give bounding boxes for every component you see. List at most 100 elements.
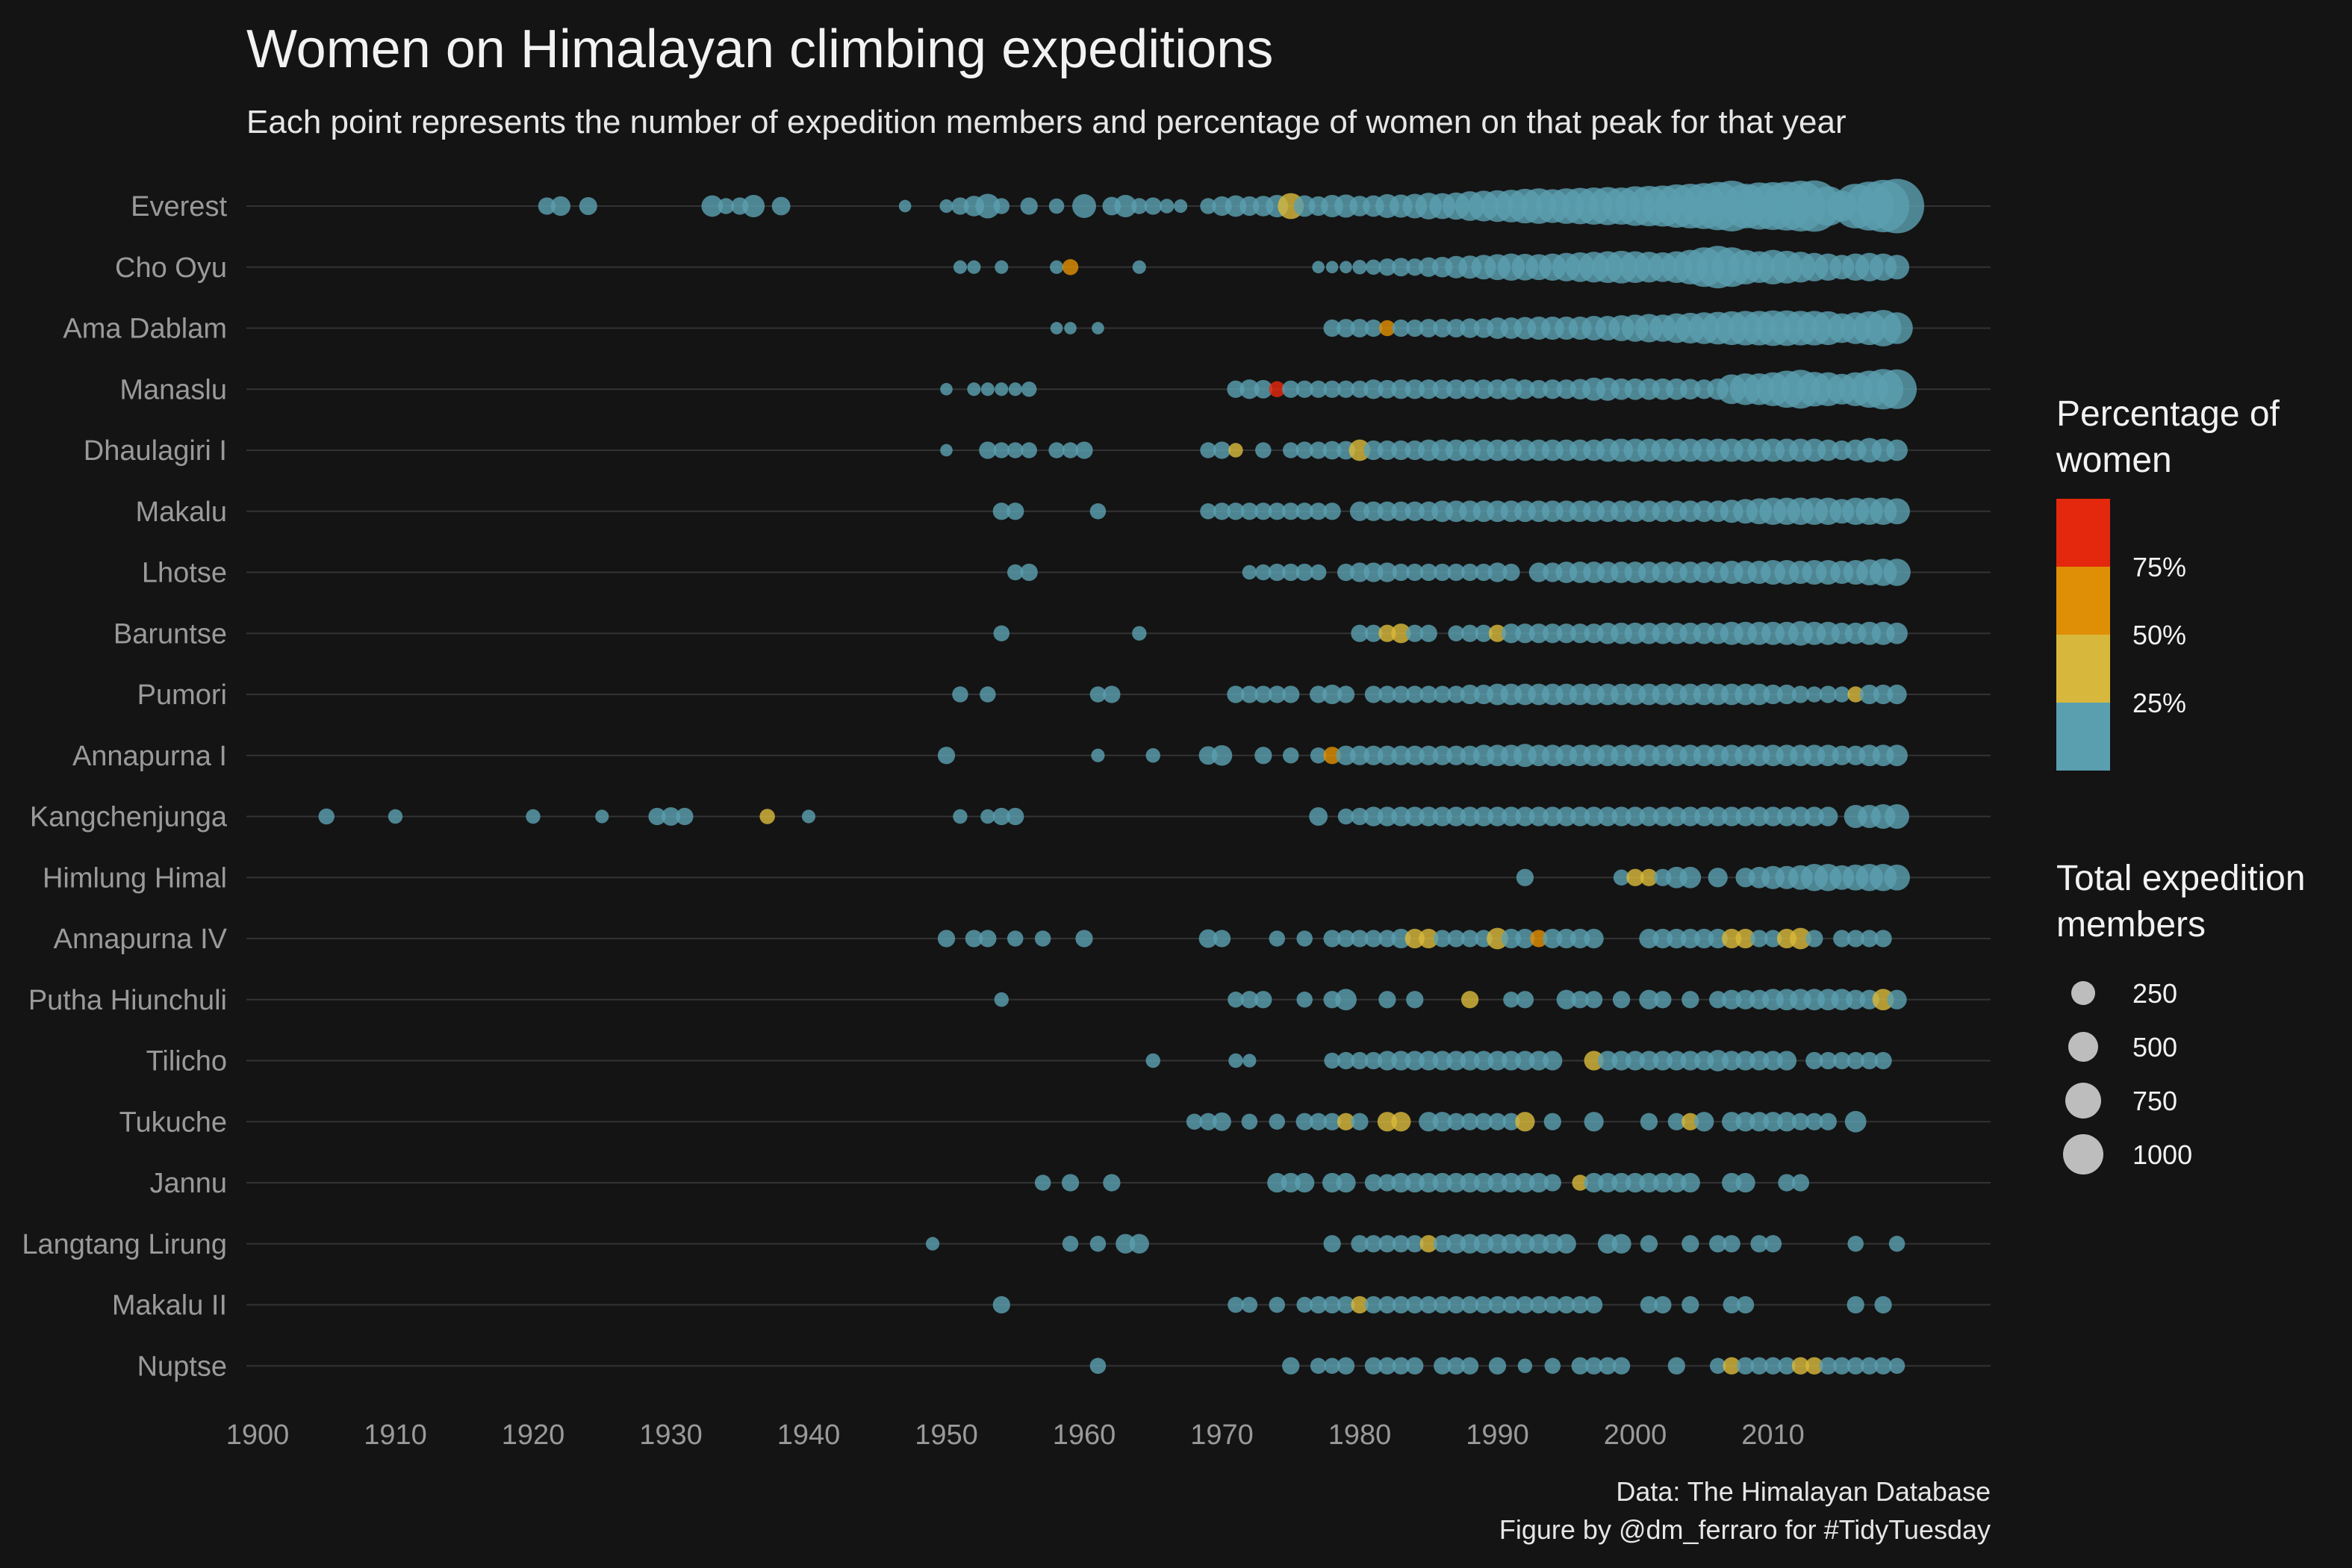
x-tick-label: 1920 <box>502 1419 565 1451</box>
data-point <box>1680 1172 1700 1193</box>
data-point <box>979 930 997 948</box>
x-tick-label: 1980 <box>1328 1419 1392 1451</box>
data-point <box>1611 1051 1631 1071</box>
data-point <box>1750 930 1768 948</box>
y-tick-label: Putha Hiunchuli <box>28 985 227 1016</box>
caption-line-2: Figure by @dm_ferraro for #TidyTuesday <box>1499 1514 1991 1545</box>
data-point <box>1611 806 1631 827</box>
y-tick-label: Nuptse <box>137 1351 227 1382</box>
data-point <box>1460 1295 1479 1314</box>
data-point <box>1323 319 1341 337</box>
data-point <box>1391 928 1411 949</box>
data-point <box>953 809 968 824</box>
data-point <box>1447 685 1465 703</box>
data-point <box>1488 1357 1507 1375</box>
data-point <box>648 807 666 826</box>
data-point <box>1501 623 1522 644</box>
color-legend-label: 25% <box>2132 688 2186 718</box>
data-point <box>1034 930 1051 947</box>
data-point <box>1475 624 1493 642</box>
data-point <box>1625 1172 1646 1193</box>
data-point <box>595 809 609 824</box>
data-point <box>388 809 403 824</box>
data-point <box>1833 1051 1851 1070</box>
data-point <box>1571 991 1589 1009</box>
data-point <box>1447 563 1465 582</box>
color-legend-swatch <box>2056 635 2110 703</box>
data-point <box>1652 806 1673 827</box>
data-point <box>1309 807 1328 826</box>
data-point <box>1364 1295 1383 1314</box>
data-point <box>1282 1357 1300 1375</box>
data-point <box>1818 806 1838 827</box>
data-point <box>1847 1357 1864 1375</box>
data-point <box>1543 379 1563 399</box>
data-point <box>1240 991 1259 1009</box>
data-point <box>1432 1112 1452 1132</box>
size-legend: Total expedition members 250 500 750 1000 <box>2056 859 2306 1175</box>
data-point <box>1847 686 1864 703</box>
data-point <box>1612 991 1631 1009</box>
data-point <box>1363 501 1384 521</box>
data-point <box>975 193 1001 219</box>
data-point <box>1584 1112 1604 1132</box>
data-point <box>1723 1235 1740 1253</box>
data-point <box>1310 1113 1328 1130</box>
data-point <box>940 444 953 457</box>
data-point <box>1886 744 1908 767</box>
data-point <box>1007 503 1024 520</box>
data-point <box>1295 380 1313 398</box>
data-point <box>1791 1113 1810 1130</box>
data-point <box>1543 1051 1563 1071</box>
y-tick-label: Lhotse <box>142 558 227 589</box>
data-point <box>1654 1295 1672 1314</box>
data-point <box>1089 1235 1107 1252</box>
data-point <box>1391 258 1410 277</box>
data-point <box>1681 991 1699 1009</box>
data-point <box>1255 442 1272 458</box>
data-point <box>1667 1113 1685 1130</box>
y-tick-label: Jannu <box>149 1168 227 1199</box>
data-point <box>1861 1051 1879 1070</box>
data-point <box>1366 259 1381 275</box>
data-point <box>980 686 996 703</box>
data-point <box>1722 1051 1742 1071</box>
data-point <box>1791 806 1811 827</box>
data-point <box>1543 1233 1563 1254</box>
data-point <box>1776 684 1797 705</box>
data-point <box>1364 930 1383 948</box>
data-point <box>1487 562 1508 582</box>
data-point <box>1667 1172 1687 1193</box>
data-point <box>1681 1235 1699 1253</box>
y-tick-label: Ama Dablam <box>63 314 227 345</box>
data-point <box>1268 563 1286 582</box>
data-point <box>1254 747 1272 765</box>
data-point <box>1282 380 1300 398</box>
data-point <box>1501 1051 1522 1071</box>
data-point <box>1337 319 1355 337</box>
data-point <box>1351 1235 1369 1253</box>
color-legend-label: 50% <box>2132 620 2186 650</box>
data-point <box>1404 501 1425 521</box>
data-point <box>1515 806 1535 827</box>
data-point <box>1639 989 1659 1009</box>
data-point <box>1131 198 1148 214</box>
data-point <box>1062 258 1079 276</box>
data-point <box>1391 379 1411 399</box>
data-point <box>1213 503 1231 520</box>
size-legend-circle <box>2063 1134 2103 1175</box>
data-point <box>1570 623 1590 644</box>
data-point <box>1652 1172 1673 1193</box>
data-point <box>1377 440 1398 461</box>
data-point <box>1446 319 1466 337</box>
data-point <box>1406 258 1424 276</box>
data-point <box>1805 1357 1823 1375</box>
y-tick-label: Everest <box>131 191 227 223</box>
x-tick-label: 1940 <box>777 1419 841 1451</box>
data-point <box>1556 623 1576 644</box>
data-point <box>1460 1113 1479 1130</box>
data-point <box>1337 1051 1355 1070</box>
data-point <box>1322 1172 1343 1193</box>
data-point <box>1337 1357 1355 1375</box>
data-point <box>1350 319 1369 337</box>
